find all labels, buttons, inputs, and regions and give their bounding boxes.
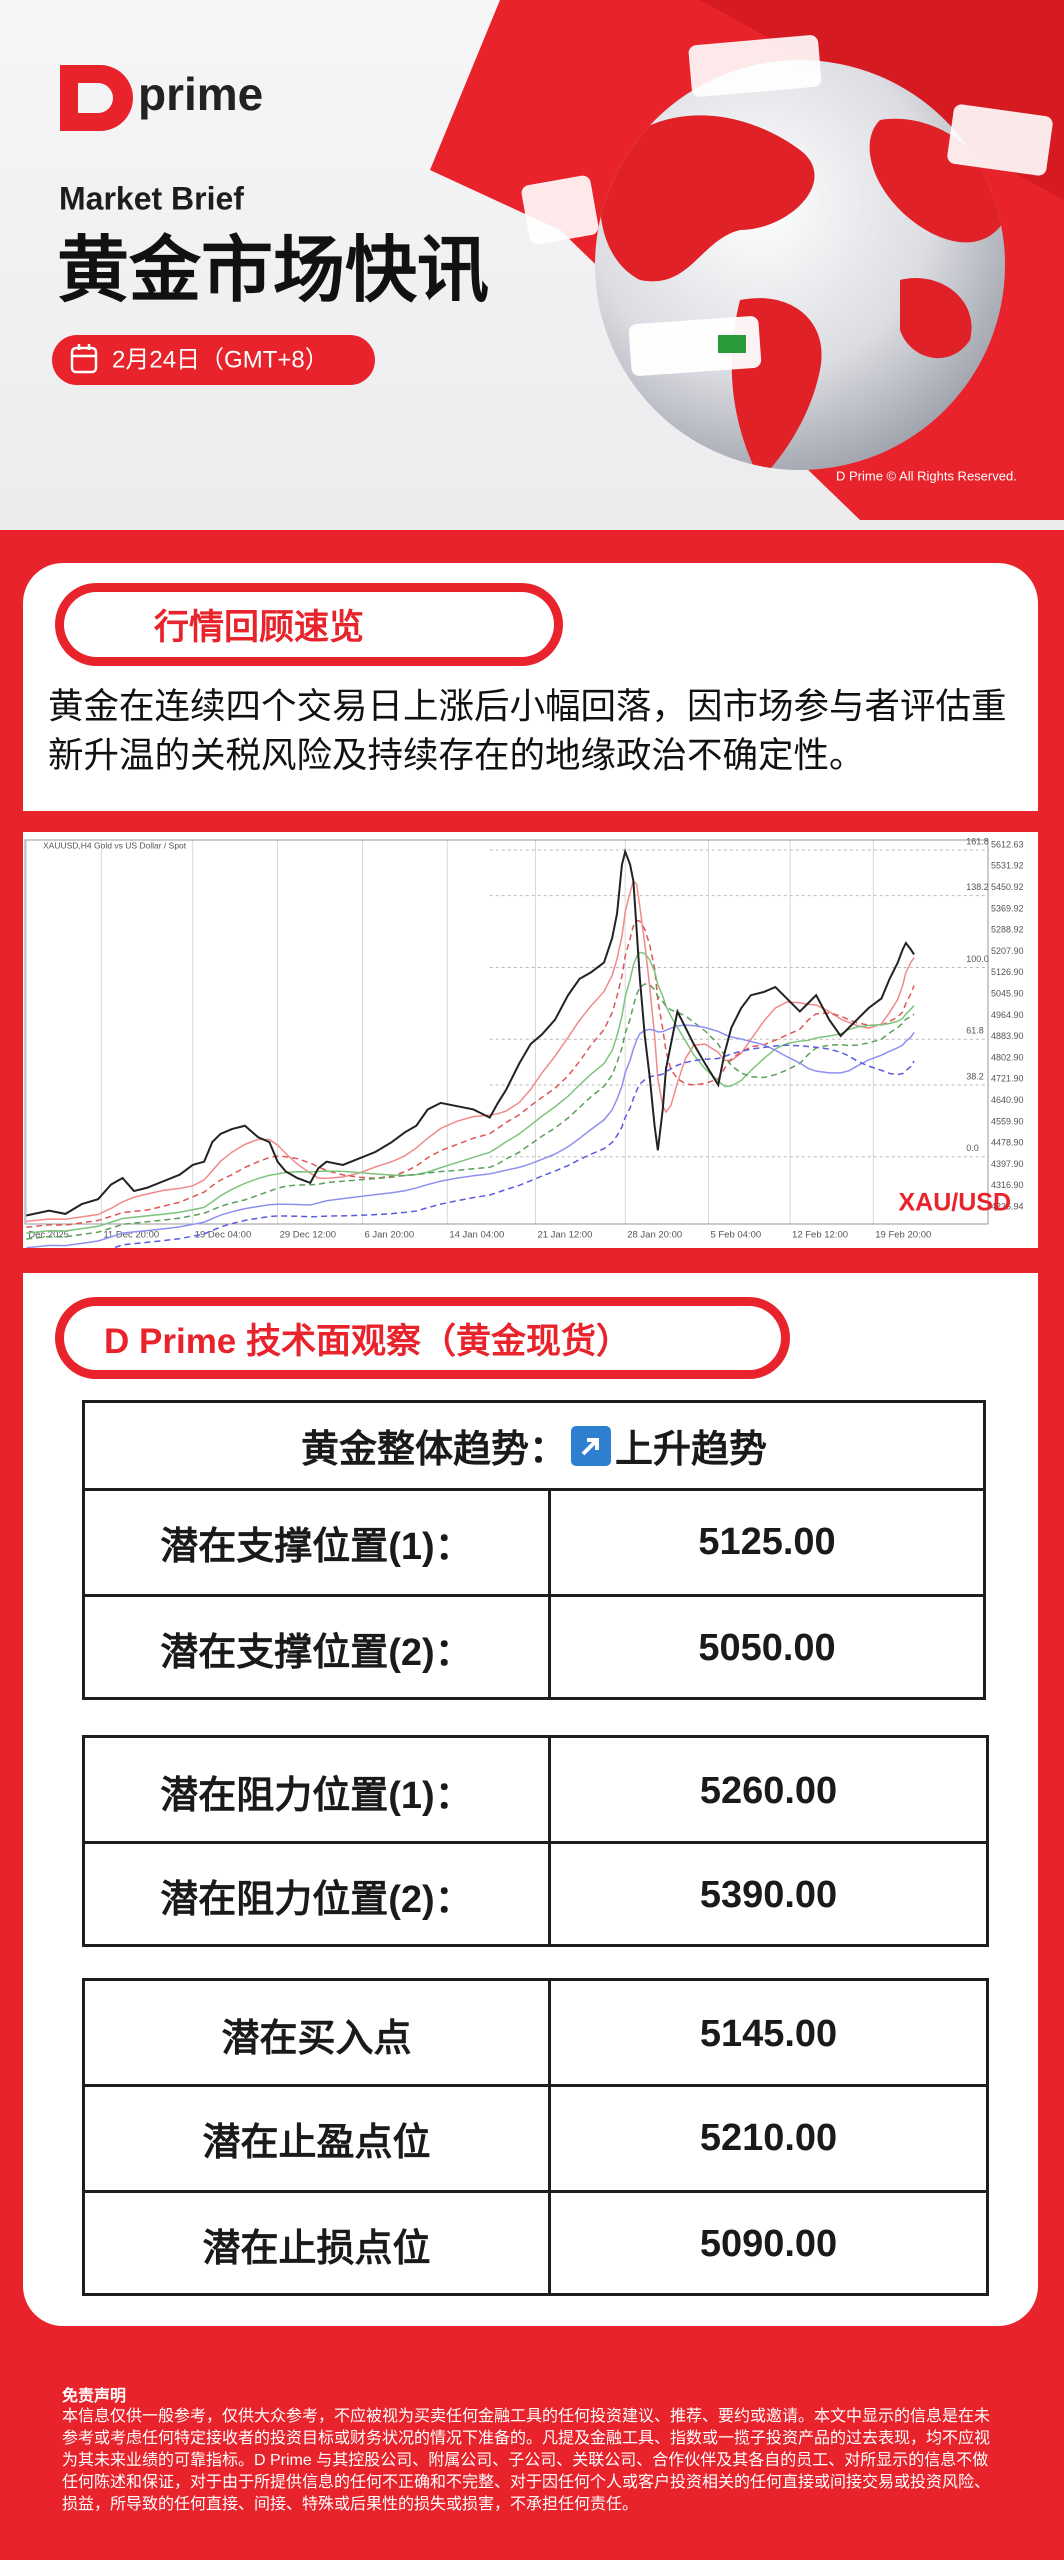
trend-icon [571,1425,611,1466]
fib-label: 61.8 [966,1026,984,1036]
copyright: D Prime © All Rights Reserved. [836,468,1017,483]
x-label: 11 Dec 20:00 [103,1230,159,1241]
title: 黄金市场快讯 [57,231,489,311]
price-label: 4316.90 [991,1180,1024,1190]
price-label: 5288.92 [991,925,1024,935]
level-value: 5090.00 [551,2190,986,2296]
price-label: 4721.90 [991,1074,1024,1084]
level-value: 5125.00 [551,1488,983,1594]
price-label: 5612.63 [991,839,1024,849]
moving-average [26,919,915,1229]
x-label: 5 Feb 04:00 [710,1230,761,1241]
level-label: 潜在买入点 [85,1981,551,2087]
level-value: 5145.00 [699,2012,838,2055]
price-label: 5369.92 [991,903,1024,913]
disclaimer-title: 免责声明 [62,2388,127,2405]
level-label: 潜在支撑位置(1)： [85,1488,551,1594]
x-label: 14 Jan 04:00 [449,1230,504,1241]
price-label: 4802.90 [991,1052,1024,1062]
level-value: 5050.00 [551,1594,983,1700]
overview-pill: 行情回顾速览 [55,583,563,666]
fib-label: 138.2 [966,882,989,892]
fib-label: 0.0 [966,1143,979,1153]
date-pill [52,335,375,385]
moving-average [26,951,915,1234]
logo-mark [60,65,133,131]
plot-frame [24,839,989,1225]
level-label: 潜在止盈点位 [85,2084,551,2190]
chart-snapshot: Dec 2025 11 Dec 20:00 19 Dec 04:00 29 Dec 1… [23,832,1038,1248]
trend-row: 黄金整体趋势： 上升趋势 [85,1403,983,1491]
date: 2月24日（GMT+8） [112,346,329,373]
moving-average [26,1024,915,1248]
fib-label: 161.8 [966,836,989,846]
price-label: 4640.90 [991,1095,1024,1105]
price-label: 5045.90 [991,988,1024,998]
level-label: 潜在阻力位置(2)： [85,1841,551,1947]
level-label: 潜在支撑位置(2)： [85,1594,551,1700]
x-label: 28 Jan 20:00 [627,1230,682,1241]
header: prime Market Brief 黄金市场快讯 2月24日（GMT+8） D… [0,0,1064,530]
price-label: 5531.92 [991,861,1024,871]
x-label: 19 Dec 04:00 [195,1230,252,1241]
calendar-icon [70,344,98,374]
fib-label: 38.2 [966,1071,984,1081]
price-line [26,848,915,1217]
levels-table: 潜在阻力位置(1)： 5260.00 潜在阻力位置(2)： 5390.00 [82,1735,989,1947]
trend-label: 黄金整体趋势： [300,1429,567,1471]
moving-average [26,879,915,1223]
x-label: 6 Jan 20:00 [364,1230,414,1241]
price-label: 4478.90 [991,1138,1024,1148]
x-label: 29 Dec 12:00 [280,1230,337,1241]
header-graphic: prime Market Brief 黄金市场快讯 2月24日（GMT+8） D… [52,0,1064,520]
level-value: 5260.00 [699,1769,838,1812]
price-label: 4235.94 [991,1201,1024,1211]
technical-heading: D Prime 技术面观察（黄金现货） [64,1306,781,1370]
price-label: 4397.90 [991,1159,1024,1169]
trend-value: 上升趋势 [615,1429,768,1471]
x-label: 12 Feb 12:00 [792,1230,848,1241]
price-label: 4559.90 [991,1116,1024,1126]
overview-text: 黄金在连续四个交易日上涨后小幅回落，因市场参与者评估重新升温的关税风险及持续存在… [48,686,1007,775]
x-label: 21 Jan 12:00 [537,1230,592,1241]
level-value: 5210.00 [551,2084,986,2190]
levels-table: 黄金整体趋势： 上升趋势潜在支撑位置(1)： 5125.00 潜在支撑位置(2)： 50… [82,1400,986,1700]
levels-table: 潜在买入点 5145.00 潜在止盈点位 5210.00 潜在止损点位 5090.00 [82,1978,989,2296]
overview-heading: 行情回顾速览 [64,592,554,657]
fib-label: 100.0 [966,954,989,964]
level-label: 潜在阻力位置(1)： [85,1738,551,1844]
price-label: 4964.90 [991,1010,1024,1020]
level-value: 5390.00 [551,1841,986,1947]
subtitle: Market Brief [59,180,244,216]
x-label: Dec 2025 [28,1230,69,1241]
moving-average [26,983,915,1240]
flag-cards [521,35,1053,376]
price-label: 5207.90 [991,946,1024,956]
arrow [581,1437,599,1455]
logo-text: prime [138,68,263,120]
price-label: 5450.92 [991,882,1024,892]
x-label: 19 Feb 20:00 [875,1230,931,1241]
disclaimer-text: 本信息仅供一般参考，仅供大众参考，不应被视为买卖任何金融工具的任何投资建议、推荐… [62,2408,991,2513]
technical-pill: D Prime 技术面观察（黄金现货） [55,1297,790,1379]
moving-average [110,1044,915,1248]
chart-title: XAUUSD,H4 Gold vs US Dollar / Spot [43,840,187,850]
level-label: 潜在止损点位 [85,2190,551,2296]
price-label: 5126.90 [991,967,1024,977]
chart-label: XAU/USD [898,1189,1011,1217]
price-label: 4883.90 [991,1031,1024,1041]
